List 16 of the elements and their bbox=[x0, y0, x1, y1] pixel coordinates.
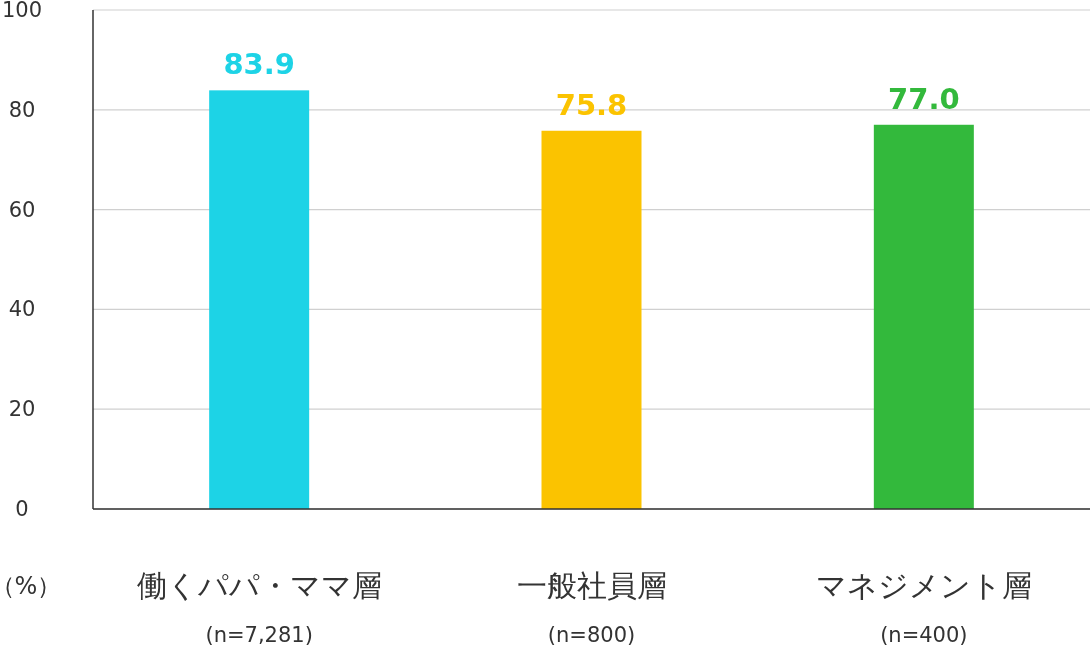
data-label: 75.8 bbox=[555, 87, 628, 122]
y-tick-label: 0 bbox=[15, 497, 29, 521]
bar bbox=[209, 90, 310, 509]
bar bbox=[541, 130, 642, 509]
y-tick-label: 60 bbox=[8, 197, 36, 222]
bar bbox=[873, 124, 974, 509]
y-tick-label: 100 bbox=[1, 0, 43, 22]
y-tick-label: 20 bbox=[8, 397, 36, 422]
y-tick-label: 80 bbox=[8, 97, 36, 122]
y-tick-label: 40 bbox=[8, 297, 36, 322]
x-tick-label: マネジメント層 (n=400) bbox=[815, 568, 1032, 646]
data-label: 77.0 bbox=[888, 81, 960, 116]
x-tick-label: 働くパパ・ママ層 (n=7,281) bbox=[136, 568, 382, 646]
x-tick-label: 一般社員層 (n=800) bbox=[516, 568, 667, 646]
y-axis-title: （%） bbox=[0, 572, 62, 600]
data-label: 83.9 bbox=[223, 47, 295, 82]
